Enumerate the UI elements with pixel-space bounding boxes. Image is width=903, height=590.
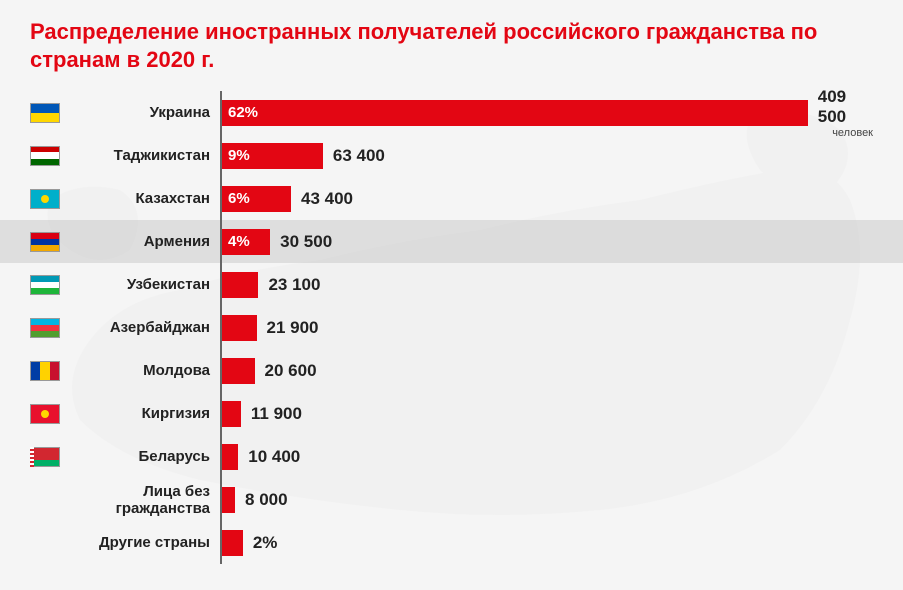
bar [222,358,255,384]
bar-row: Беларусь 10 400 [30,435,873,478]
flag-icon [30,103,60,123]
bar-value: 43 400 [301,189,353,209]
bar: 62% [222,100,808,126]
country-label: Другие страны [60,534,220,551]
bar-value: 63 400 [333,146,385,166]
bar-area: 2% [222,521,873,564]
bar-row: Узбекистан 23 100 [30,263,873,306]
flag-icon [30,447,60,467]
bar-row: Азербайджан 21 900 [30,306,873,349]
bar [222,272,258,298]
bar-area: 8 000 [222,478,873,521]
bar-value: 20 600 [265,361,317,381]
flag-icon [30,404,60,424]
bar-area: 20 600 [222,349,873,392]
bar-row: Казахстан6% 43 400 [30,177,873,220]
bar [222,444,238,470]
bar-area: 6% 43 400 [222,177,873,220]
country-label: Беларусь [60,448,220,465]
country-label: Узбекистан [60,276,220,293]
bar-value: 409 500человек [818,87,873,139]
bar-value: 23 100 [268,275,320,295]
country-label: Армения [60,233,220,250]
bar-area: 4% 30 500 [222,220,873,263]
bar [222,401,241,427]
bar [222,315,257,341]
bar: 4% [222,229,270,255]
bar: 9% [222,143,323,169]
bar-row: Лица без гражданства 8 000 [30,478,873,521]
country-label: Киргизия [60,405,220,422]
country-label: Таджикистан [60,147,220,164]
bar-row: Киргизия 11 900 [30,392,873,435]
flag-icon [30,232,60,252]
bar-value: 11 900 [251,404,302,424]
bar-area: 23 100 [222,263,873,306]
country-label: Казахстан [60,190,220,207]
bar-value: 8 000 [245,490,288,510]
flag-icon [30,318,60,338]
bar [222,530,243,556]
chart-title: Распределение иностранных получателей ро… [30,18,873,73]
bar-value: 30 500 [280,232,332,252]
bar-row: Таджикистан9% 63 400 [30,134,873,177]
bar-area: 9% 63 400 [222,134,873,177]
country-label: Украина [60,104,220,121]
country-label: Азербайджан [60,319,220,336]
bar-area: 10 400 [222,435,873,478]
flag-icon [30,361,60,381]
country-label: Молдова [60,362,220,379]
bar-row: Украина62%409 500человек [30,91,873,134]
bar-area: 21 900 [222,306,873,349]
flag-icon [30,275,60,295]
bar: 6% [222,186,291,212]
bar-rows: Украина62%409 500человекТаджикистан9%63 … [30,91,873,564]
bar-row: Армения4% 30 500 [0,220,903,263]
bar-area: 11 900 [222,392,873,435]
flag-icon [30,146,60,166]
bar [222,487,235,513]
bar-percent: 2% [253,533,278,553]
bar-value: 21 900 [267,318,319,338]
flag-icon [30,189,60,209]
bar-row: Другие страны 2% [30,521,873,564]
bar-area: 62%409 500человек [222,91,873,134]
bar-row: Молдова 20 600 [30,349,873,392]
country-label: Лица без гражданства [60,483,220,517]
bar-value: 10 400 [248,447,300,467]
